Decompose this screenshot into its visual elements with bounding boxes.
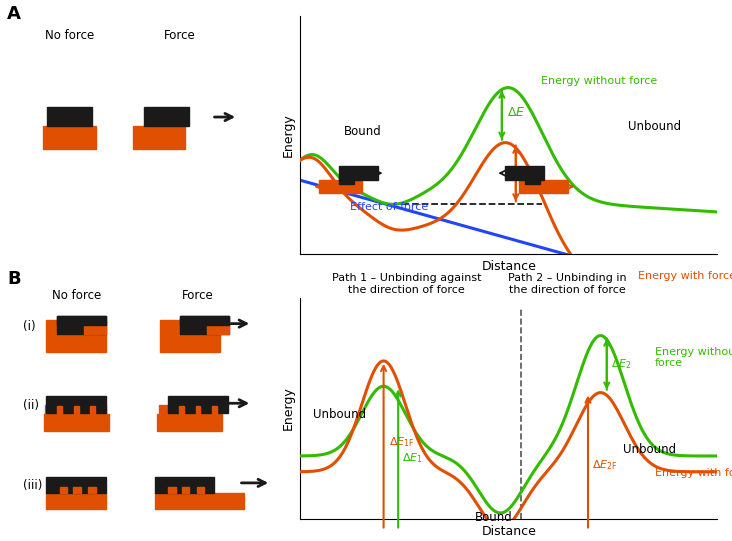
Bar [45, 405, 57, 414]
Bar [57, 316, 106, 325]
Text: Path 2 – Unbinding in
the direction of force: Path 2 – Unbinding in the direction of f… [508, 273, 627, 295]
Bar [195, 406, 201, 414]
Text: $\Delta E_{\rm 1}$: $\Delta E_{\rm 1}$ [403, 451, 423, 465]
Text: $\Delta E_{\rm 2F}$: $\Delta E_{\rm 2F}$ [592, 458, 618, 472]
Bar [197, 487, 204, 493]
Bar [73, 487, 81, 493]
Bar [46, 477, 106, 493]
Text: Bound: Bound [344, 126, 381, 138]
Text: Path 1 – Unbinding against
the direction of force: Path 1 – Unbinding against the direction… [332, 273, 481, 295]
Bar [339, 166, 378, 180]
Text: Force: Force [182, 289, 214, 302]
Bar [180, 316, 229, 325]
Text: Bound: Bound [475, 511, 513, 524]
Text: Effect of force: Effect of force [350, 202, 428, 212]
Bar [43, 126, 96, 149]
Bar [319, 180, 362, 194]
Text: Energy without
force: Energy without force [655, 347, 732, 368]
Bar [57, 406, 62, 414]
Text: Unbound: Unbound [622, 443, 676, 456]
Bar [60, 487, 67, 493]
Text: $\Delta E_{\rm 2}$: $\Delta E_{\rm 2}$ [611, 357, 632, 371]
Bar [160, 320, 184, 334]
Text: (i): (i) [23, 320, 36, 333]
Bar [90, 406, 95, 414]
Text: $\Delta E_{\rm 1F}$: $\Delta E_{\rm 1F}$ [389, 436, 414, 450]
Bar [78, 405, 90, 414]
Bar [46, 334, 106, 352]
Bar [144, 107, 190, 126]
Bar [57, 316, 106, 334]
Y-axis label: Energy: Energy [282, 114, 294, 157]
Text: (iii): (iii) [23, 479, 42, 492]
Bar [192, 405, 203, 414]
Text: No force: No force [45, 29, 94, 42]
Bar [46, 320, 71, 334]
Bar [168, 396, 228, 413]
Bar [179, 406, 184, 414]
Text: Unbound: Unbound [628, 120, 681, 133]
Bar [61, 405, 74, 414]
Text: Energy with force: Energy with force [655, 467, 732, 478]
Text: $\Delta E_{\rm F}$: $\Delta E_{\rm F}$ [520, 166, 543, 181]
Bar [168, 487, 176, 493]
X-axis label: Distance: Distance [482, 260, 536, 273]
Bar [154, 493, 244, 509]
Bar [44, 414, 108, 431]
Bar [180, 316, 229, 334]
Bar [46, 493, 106, 509]
Y-axis label: Energy: Energy [282, 387, 294, 430]
Bar [208, 405, 220, 414]
Text: Energy without force: Energy without force [542, 76, 658, 87]
Bar [525, 176, 540, 184]
Bar [157, 414, 223, 431]
Text: $\Delta E$: $\Delta E$ [507, 106, 526, 119]
Bar [94, 405, 106, 414]
Bar [207, 320, 229, 334]
Bar [519, 180, 567, 194]
Text: Energy with force: Energy with force [638, 272, 732, 281]
Text: B: B [7, 270, 21, 288]
Text: Unbound: Unbound [313, 408, 366, 421]
Text: No force: No force [51, 289, 101, 302]
Bar [182, 487, 190, 493]
X-axis label: Distance: Distance [482, 525, 536, 538]
Bar [154, 477, 214, 493]
Bar [212, 406, 217, 414]
Bar [84, 320, 106, 334]
Text: A: A [7, 5, 21, 23]
Bar [159, 405, 171, 414]
Bar [175, 405, 187, 414]
Bar [132, 126, 185, 149]
Text: (ii): (ii) [23, 399, 40, 412]
Bar [46, 396, 106, 413]
Text: Force: Force [164, 29, 196, 42]
Bar [47, 107, 92, 126]
Bar [339, 176, 354, 184]
Bar [160, 334, 220, 352]
Bar [74, 406, 78, 414]
Bar [89, 487, 96, 493]
Bar [505, 166, 544, 180]
